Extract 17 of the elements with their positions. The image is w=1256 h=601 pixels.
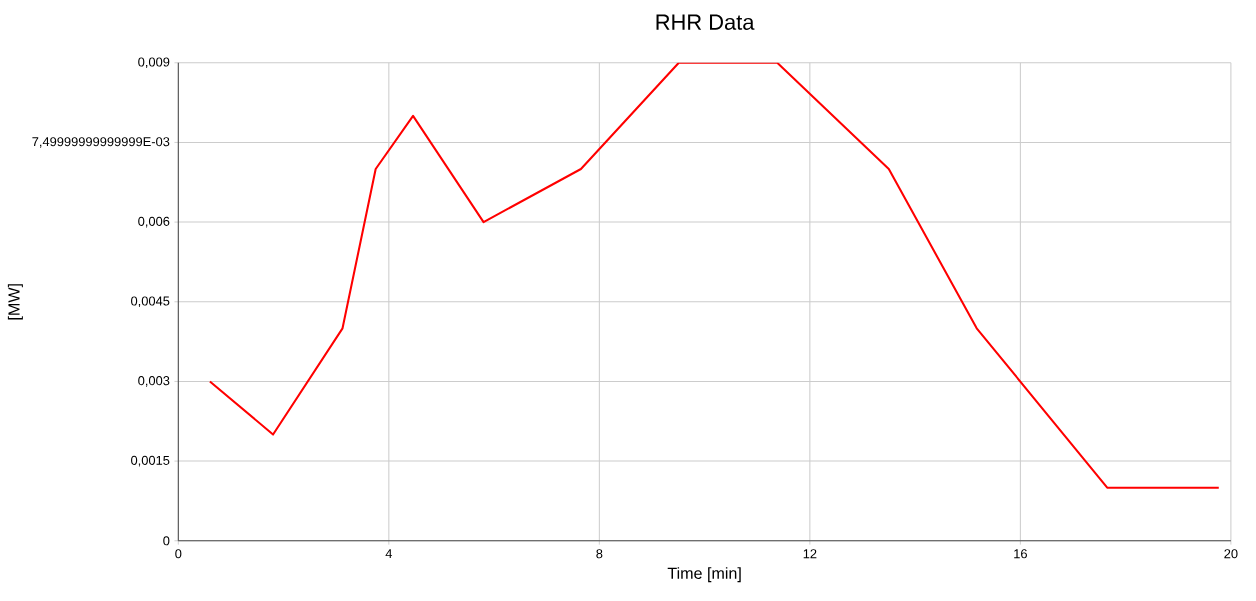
x-tick-label: 4 (385, 549, 393, 559)
x-tick-label: 0 (175, 549, 182, 559)
line-series (208, 62, 1220, 489)
x-tick-label: 16 (1014, 549, 1027, 559)
y-tick-label: 0,006 (138, 216, 170, 228)
x-tick-label: 8 (596, 549, 603, 559)
y-tick-label: 0,0045 (131, 296, 170, 308)
y-tick-label: 0,009 (138, 57, 170, 69)
y-tick-label: 0,003 (138, 376, 170, 387)
y-tick-label: 0,0015 (131, 455, 170, 467)
x-axis-title: Time [min] (667, 567, 741, 583)
y-tick-label: 7,49999999999999E-03 (32, 137, 170, 148)
y-tick-label: 0 (163, 536, 170, 546)
x-tick-label: 12 (803, 549, 817, 559)
y-axis-title: [MW] (7, 284, 23, 320)
chart-title: RHR Data (656, 14, 755, 31)
x-tick-label: 20 (1224, 549, 1238, 559)
